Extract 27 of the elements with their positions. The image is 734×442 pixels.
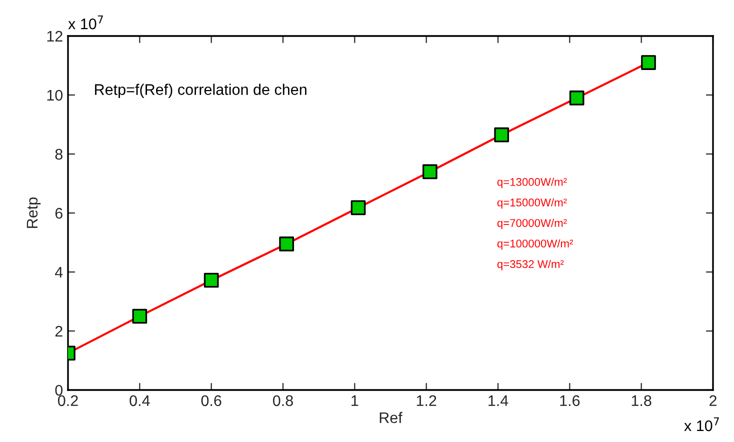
annotation: q=3532 W/m² <box>497 260 564 270</box>
y-tick-label: 8 <box>55 148 62 160</box>
text: x 10$^{7}$ <box>68 16 103 30</box>
x-tick-label: 1.6 <box>560 395 580 406</box>
x-tick-label: 2 <box>710 395 716 406</box>
annotation: q=15000W/m² <box>497 198 567 209</box>
y-tick-label: 6 <box>55 208 62 219</box>
y-axis-title: Retp <box>26 198 41 228</box>
y-tick-label: 12 <box>47 30 62 42</box>
annotation: q=70000W/m² <box>497 218 567 230</box>
y-tick-label: 2 <box>55 326 62 337</box>
x-tick-label: 0.6 <box>201 395 222 406</box>
x-tick-label: 0.4 <box>130 395 150 406</box>
annotation: q=13000W/m² <box>497 178 567 188</box>
y-tick-label: 10 <box>47 90 63 101</box>
x-tick-label: 1.2 <box>416 395 436 406</box>
x-tick-label: 0.8 <box>272 395 293 406</box>
annotation: q=100000W/m² <box>497 239 573 250</box>
x-tick-label: 0.2 <box>58 395 78 406</box>
y-tick-label: 0 <box>55 384 63 396</box>
x-tick-label: 1 <box>352 395 358 406</box>
x-tick-label: 1.8 <box>632 395 652 406</box>
text: x 10$^{7}$ <box>684 417 719 432</box>
x-tick-label: 1.4 <box>488 395 508 406</box>
x-axis-title: Ref <box>380 412 402 424</box>
y-tick-label: 4 <box>54 267 63 278</box>
annotation: Retp=f(Ref) correlation de chen <box>95 84 306 98</box>
